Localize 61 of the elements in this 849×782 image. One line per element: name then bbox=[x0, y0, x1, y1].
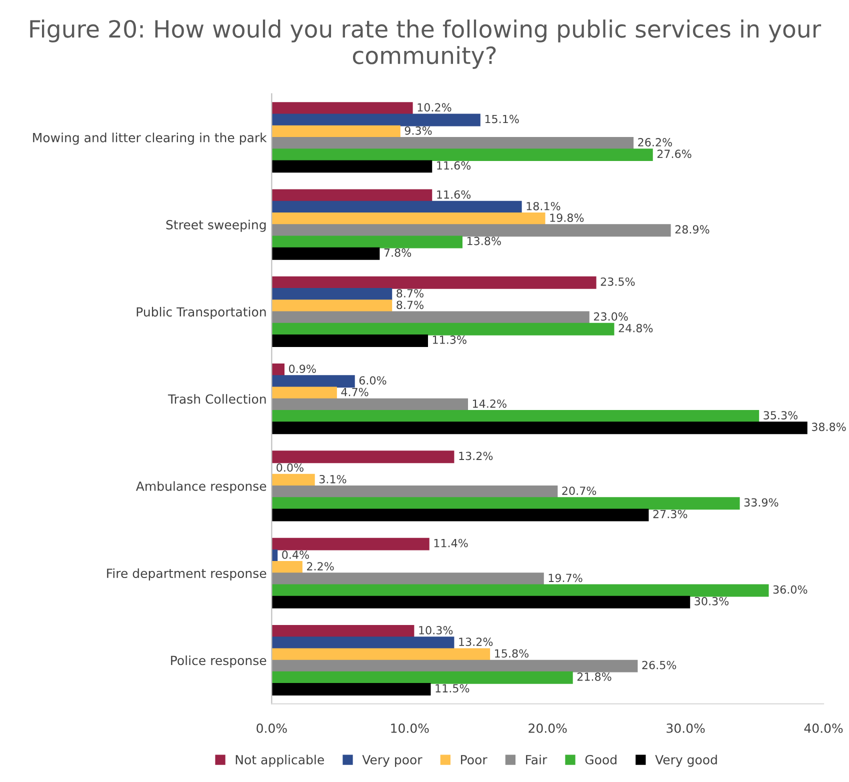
x-tick-label: 0.0% bbox=[256, 723, 287, 733]
data-label: 24.8% bbox=[618, 324, 653, 332]
data-label: 13.2% bbox=[459, 452, 493, 460]
data-label: 11.6% bbox=[437, 161, 471, 170]
data-label: 0.4% bbox=[282, 550, 309, 559]
data-label: 14.2% bbox=[472, 399, 506, 408]
data-label: 23.5% bbox=[600, 277, 635, 286]
data-label: 27.3% bbox=[653, 510, 688, 518]
data-label: 3.1% bbox=[319, 474, 346, 484]
y-tick-label: Street sweeping bbox=[166, 220, 266, 232]
data-label: 0.9% bbox=[288, 364, 316, 373]
data-label: 26.5% bbox=[642, 660, 676, 670]
data-label: 2.2% bbox=[307, 562, 334, 571]
data-label: 10.2% bbox=[418, 103, 452, 112]
y-tick-label: Public Transportation bbox=[136, 306, 266, 320]
y-tick-label: Mowing and litter clearing in the park bbox=[33, 132, 267, 145]
data-label: 33.9% bbox=[744, 498, 778, 507]
y-tick-label: Trash Collection bbox=[168, 394, 266, 404]
data-label: 11.4% bbox=[434, 538, 468, 548]
data-label: 11.5% bbox=[436, 684, 470, 692]
data-label: 19.7% bbox=[548, 574, 582, 582]
data-label: 0.0% bbox=[276, 463, 304, 472]
data-label: 10.3% bbox=[419, 626, 453, 634]
legend-label: Fair bbox=[526, 754, 548, 764]
legend-label: Very poor bbox=[362, 755, 422, 767]
chart-title: Figure 20: How would you rate the following public services in your community? bbox=[30, 20, 822, 69]
legend-label: Good bbox=[585, 754, 616, 764]
legend-label: Very good bbox=[655, 754, 717, 767]
y-tick-label: Ambulance response bbox=[136, 481, 266, 494]
data-label: 15.8% bbox=[495, 649, 529, 658]
data-label: 36.0% bbox=[773, 585, 808, 594]
legend-label: Not applicable bbox=[236, 754, 324, 767]
x-tick-label: 30.0% bbox=[666, 723, 705, 733]
x-tick-label: 10.0% bbox=[391, 723, 429, 733]
data-label: 20.7% bbox=[562, 486, 596, 495]
data-label: 6.0% bbox=[359, 376, 386, 385]
x-tick-label: 20.0% bbox=[528, 723, 567, 733]
legend-label: Poor bbox=[461, 755, 488, 764]
data-label: 9.3% bbox=[404, 126, 432, 135]
data-label: 19.8% bbox=[550, 214, 584, 222]
data-label: 35.3% bbox=[764, 411, 798, 420]
data-label: 21.8% bbox=[577, 672, 612, 681]
data-label: 28.9% bbox=[675, 225, 710, 234]
y-tick-label: Police response bbox=[171, 655, 266, 668]
data-label: 38.8% bbox=[812, 422, 846, 432]
y-tick-label: Fire department response bbox=[107, 568, 266, 580]
data-label: 11.6% bbox=[437, 190, 471, 199]
data-label: 13.2% bbox=[459, 638, 493, 646]
x-tick-label: 40.0% bbox=[804, 723, 843, 733]
data-label: 23.0% bbox=[594, 312, 628, 321]
data-label: 27.6% bbox=[657, 150, 692, 158]
data-label: 30.3% bbox=[694, 596, 729, 606]
data-label: 15.1% bbox=[485, 114, 519, 124]
data-label: 4.7% bbox=[341, 388, 368, 396]
data-label: 8.7% bbox=[396, 300, 424, 310]
data-label: 18.1% bbox=[526, 202, 560, 210]
data-label: 26.2% bbox=[638, 138, 672, 146]
data-label: 13.8% bbox=[467, 236, 501, 246]
data-label: 8.7% bbox=[396, 289, 424, 298]
data-label: 7.8% bbox=[384, 248, 412, 257]
data-label: 11.3% bbox=[432, 336, 466, 344]
